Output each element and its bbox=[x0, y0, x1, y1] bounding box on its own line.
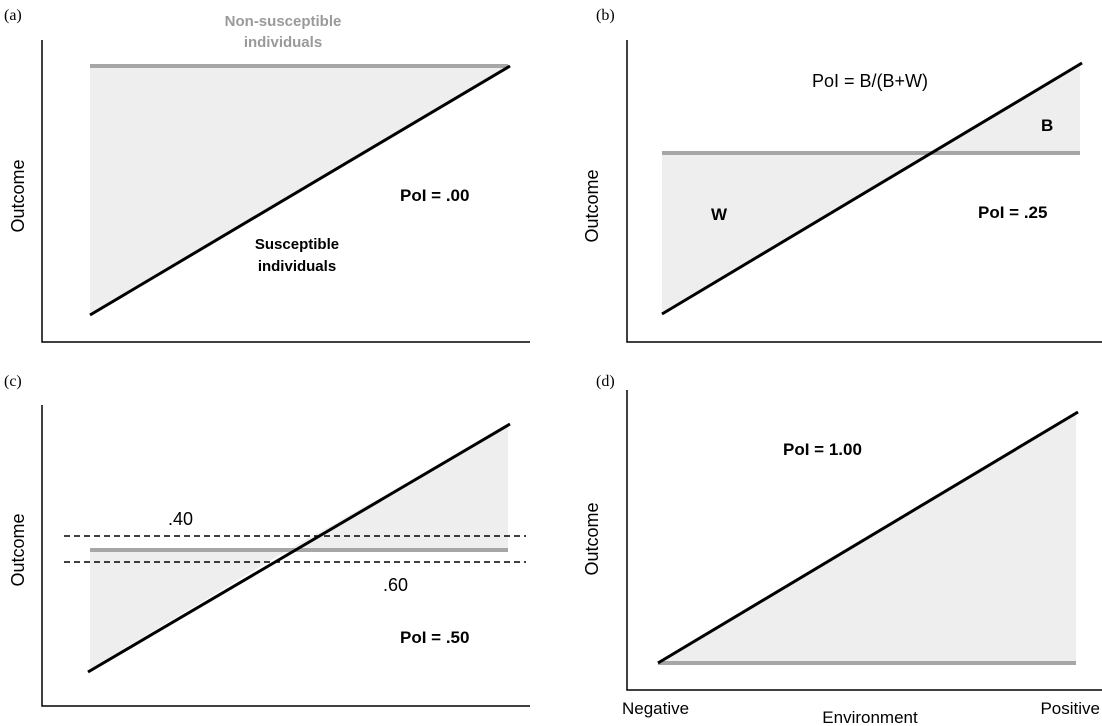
panel-a-y-axis-label: Outcome bbox=[8, 159, 28, 232]
panel-a-susceptible-line bbox=[89, 64, 511, 317]
panel-b-axes bbox=[626, 40, 1102, 343]
panel-b-y-axis-label: Outcome bbox=[582, 169, 602, 242]
panel-c-pol-value: PoI = .50 bbox=[400, 628, 469, 647]
panel-a-nonsusceptible-label-1: Non-susceptible bbox=[225, 13, 342, 30]
panel-c: (c) Outcome .40 .60 PoI = .50 bbox=[4, 373, 530, 707]
panel-d-x-axis-title: Environment bbox=[822, 708, 918, 726]
panel-a-susceptible-label-1: Susceptible bbox=[255, 236, 339, 253]
panel-d-pol-value: PoI = 1.00 bbox=[783, 440, 862, 459]
panel-b-shaded-area-w bbox=[662, 153, 928, 312]
panel-a-pol-value: PoI = .00 bbox=[400, 186, 469, 205]
panel-b-tag: (b) bbox=[596, 7, 615, 24]
panel-c-tag: (c) bbox=[4, 373, 22, 390]
panel-d-susceptible-line bbox=[657, 410, 1079, 665]
panel-c-upper-value: .40 bbox=[168, 509, 193, 529]
panel-b-formula: PoI = B/(B+W) bbox=[812, 71, 928, 91]
panel-a-tag: (a) bbox=[4, 7, 22, 24]
panel-b: (b) Outcome PoI = B/(B+W) B W PoI = .25 bbox=[582, 7, 1102, 343]
panel-b-label-b: B bbox=[1041, 116, 1053, 135]
panel-d-axes bbox=[626, 390, 1102, 691]
panel-d: (d) Outcome PoI = 1.00 Negative Environm… bbox=[582, 373, 1102, 726]
panel-c-axes bbox=[41, 405, 530, 707]
panel-a-nonsusceptible-label-2: individuals bbox=[244, 34, 322, 51]
panel-b-susceptible-line bbox=[661, 61, 1083, 316]
panel-c-susceptible-line bbox=[87, 422, 511, 674]
panel-d-x-label-negative: Negative bbox=[622, 699, 689, 718]
panel-d-tag: (d) bbox=[596, 373, 615, 390]
panel-c-lower-value: .60 bbox=[383, 575, 408, 595]
panel-b-label-w: W bbox=[711, 205, 728, 224]
panel-d-y-axis-label: Outcome bbox=[582, 502, 602, 575]
panel-d-x-label-positive: Positive bbox=[1040, 699, 1100, 718]
panel-a-susceptible-label-2: individuals bbox=[258, 258, 336, 275]
panel-b-pol-value: PoI = .25 bbox=[978, 203, 1047, 222]
panel-c-y-axis-label: Outcome bbox=[8, 513, 28, 586]
panel-a-axes bbox=[41, 40, 530, 343]
panel-c-shaded-area-left bbox=[90, 550, 288, 669]
panel-a: (a) Outcome Non-susceptible individuals … bbox=[4, 7, 530, 343]
